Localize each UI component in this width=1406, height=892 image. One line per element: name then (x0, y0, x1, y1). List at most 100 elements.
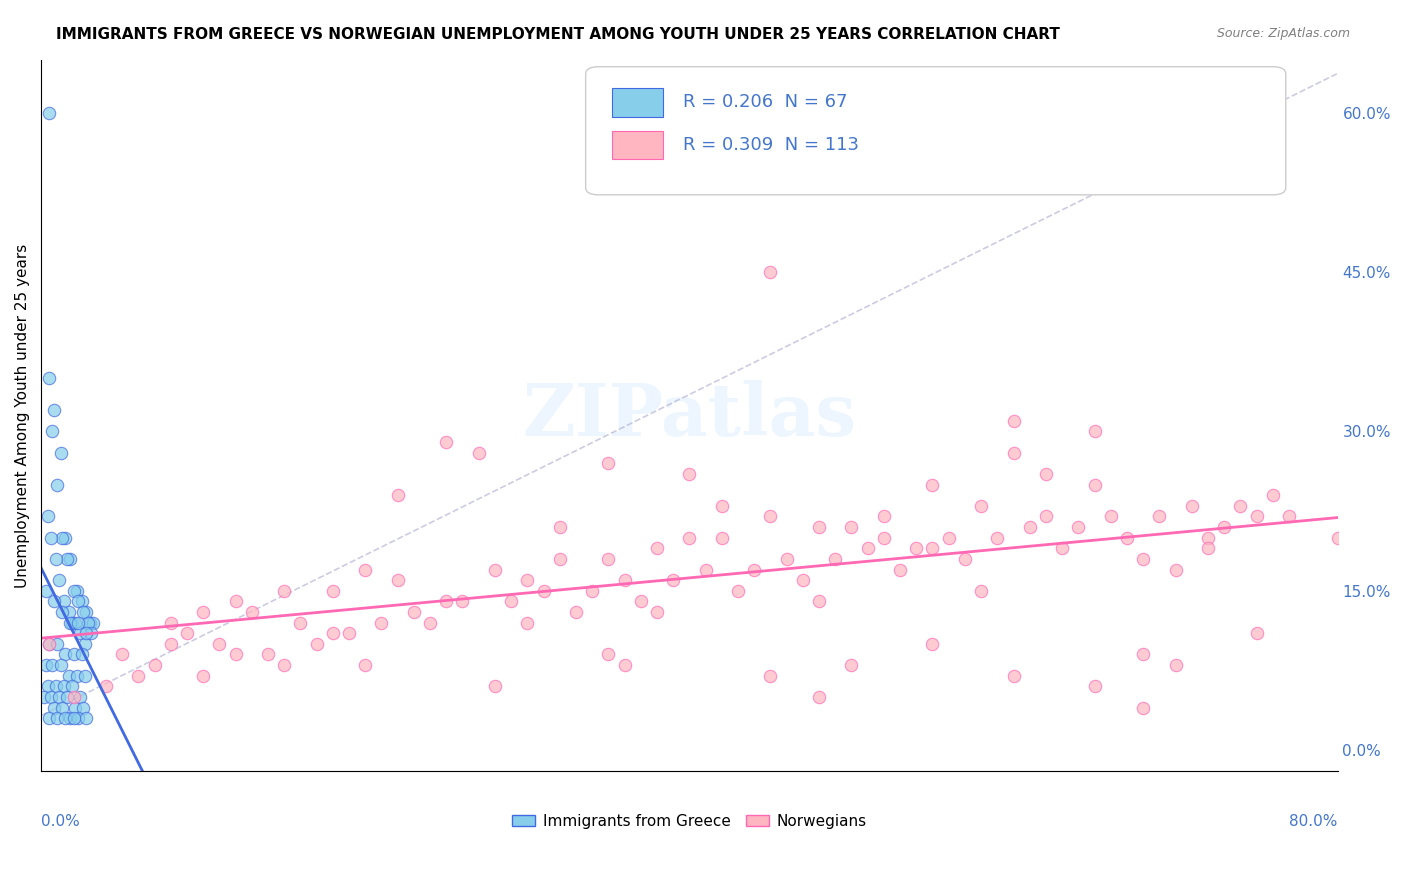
Point (986, 531, 1008, 545)
Point (1132, 552, 1154, 566)
Point (322, 626, 344, 640)
Point (921, 541, 943, 556)
Point (66, 669, 89, 683)
Point (60, 679, 83, 693)
Point (759, 265, 782, 279)
Point (55, 531, 77, 545)
Point (419, 615, 441, 630)
Point (39, 531, 62, 545)
Point (970, 583, 993, 598)
Point (257, 648, 280, 662)
Point (630, 594, 652, 608)
Point (72, 700, 94, 714)
Point (695, 562, 717, 576)
Point (354, 562, 377, 576)
Point (953, 552, 976, 566)
Text: R = 0.206  N = 67: R = 0.206 N = 67 (683, 94, 848, 112)
Point (484, 679, 506, 693)
Point (1181, 499, 1204, 513)
Point (775, 552, 797, 566)
Point (1246, 509, 1268, 524)
Point (1213, 520, 1236, 534)
Text: R = 0.309  N = 113: R = 0.309 N = 113 (683, 136, 859, 154)
Point (59, 711, 82, 725)
Point (62, 711, 84, 725)
Point (742, 562, 765, 576)
Point (1083, 679, 1105, 693)
Point (1278, 509, 1301, 524)
Bar (612, 88, 664, 117)
Bar (612, 131, 664, 160)
Point (434, 594, 457, 608)
Point (63, 700, 86, 714)
Point (1326, 531, 1348, 545)
Point (35, 583, 58, 598)
Point (52, 594, 75, 608)
Text: IMMIGRANTS FROM GREECE VS NORWEGIAN UNEMPLOYMENT AMONG YOUTH UNDER 25 YEARS CORR: IMMIGRANTS FROM GREECE VS NORWEGIAN UNEM… (56, 27, 1060, 42)
Point (387, 573, 409, 587)
Point (598, 552, 620, 566)
Point (225, 594, 247, 608)
Point (42, 403, 65, 417)
Point (1083, 425, 1105, 439)
Point (193, 605, 215, 619)
Legend: Immigrants from Greece, Norwegians: Immigrants from Greece, Norwegians (506, 807, 873, 835)
Point (467, 445, 489, 459)
Point (52, 679, 75, 693)
Point (678, 467, 700, 481)
Point (67, 615, 90, 630)
Point (451, 594, 474, 608)
Point (1099, 509, 1122, 524)
Point (1018, 520, 1040, 534)
Point (759, 669, 782, 683)
Point (921, 477, 943, 491)
Text: 0.0%: 0.0% (41, 814, 80, 829)
Point (38, 637, 60, 651)
Point (1002, 414, 1025, 428)
Point (548, 520, 571, 534)
Point (67, 594, 90, 608)
Point (1035, 509, 1057, 524)
Point (1116, 531, 1139, 545)
Point (70, 648, 93, 662)
Point (58, 669, 80, 683)
Point (66, 583, 89, 598)
Point (354, 658, 377, 673)
Point (434, 435, 457, 450)
Text: ZIPatlas: ZIPatlas (522, 380, 856, 451)
Point (873, 531, 896, 545)
Point (111, 648, 134, 662)
Point (970, 499, 993, 513)
Point (37, 509, 59, 524)
Point (662, 573, 685, 587)
Point (76, 605, 98, 619)
Point (402, 605, 425, 619)
Point (808, 690, 831, 704)
Point (645, 541, 668, 556)
Point (62, 583, 84, 598)
Point (45, 552, 67, 566)
Point (51, 531, 73, 545)
Point (46, 711, 69, 725)
Point (337, 626, 360, 640)
Point (1002, 445, 1025, 459)
Point (76, 711, 98, 725)
Point (38, 105, 60, 120)
FancyBboxPatch shape (586, 67, 1285, 194)
Point (645, 605, 668, 619)
Point (808, 520, 831, 534)
Point (73, 669, 96, 683)
Point (856, 541, 879, 556)
Point (841, 520, 863, 534)
Point (94, 679, 117, 693)
Point (59, 552, 82, 566)
Point (42, 700, 65, 714)
Point (889, 562, 911, 576)
Point (208, 637, 231, 651)
Point (548, 552, 571, 566)
Point (42, 594, 65, 608)
Point (41, 658, 63, 673)
Point (905, 541, 928, 556)
Point (1197, 531, 1219, 545)
Point (60, 615, 83, 630)
